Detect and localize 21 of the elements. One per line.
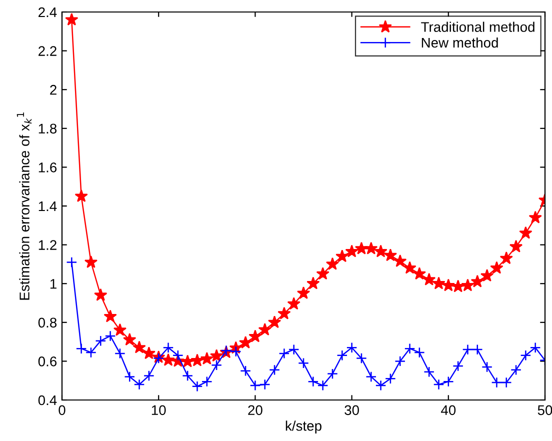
y-tick-label: 2.4 <box>38 7 57 18</box>
y-tick-label: 2 <box>50 84 56 95</box>
y-tick-label: 1 <box>50 279 56 289</box>
y-axis-title: Estimation errorvariance of x$_{k}$$^{1}$ <box>16 112 32 300</box>
x-tick-label: 50 <box>538 405 552 416</box>
y-tick-label: 0.8 <box>38 318 57 328</box>
y-tick-label: 1.2 <box>38 240 56 250</box>
x-tick-label: 10 <box>152 405 166 416</box>
legend-label: Traditional method <box>421 22 534 32</box>
x-tick-label: 0 <box>58 405 66 416</box>
y-tick-label: 1.8 <box>38 124 57 134</box>
x-tick-label: 40 <box>440 405 456 416</box>
x-axis-title: k/step <box>286 420 322 434</box>
y-tick-label: 1.6 <box>38 162 57 172</box>
y-tick-label: 1.4 <box>38 201 57 212</box>
x-tick-label: 30 <box>344 405 359 416</box>
y-tick-label: 2.2 <box>38 46 56 56</box>
y-tick-label: 0.4 <box>38 395 57 406</box>
legend-label: New method <box>422 37 498 48</box>
y-tick-label: 0.6 <box>38 356 57 366</box>
x-tick-label: 20 <box>248 405 262 416</box>
